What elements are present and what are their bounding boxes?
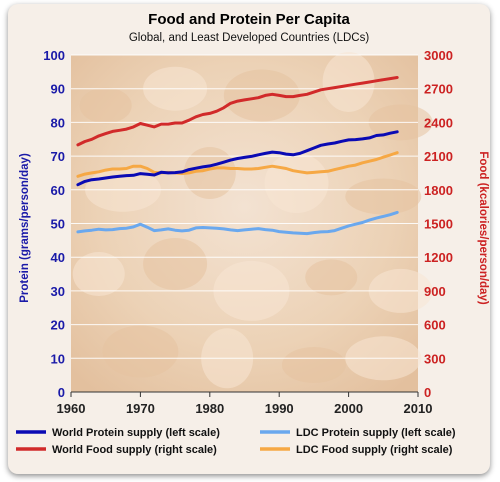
x-tick-label: 1990: [265, 401, 294, 416]
y-left-tick-label: 60: [51, 183, 65, 198]
x-tick-label: 1970: [126, 401, 155, 416]
y-left-tick-label: 30: [51, 284, 65, 299]
legend-label: World Food supply (right scale): [52, 444, 217, 456]
series-line-1: [76, 210, 399, 236]
background-blob: [281, 347, 346, 384]
background-blob: [264, 153, 329, 214]
x-tick-label: 1980: [195, 401, 224, 416]
y-axis-right-label: Food (kcalories/person/day): [477, 151, 489, 305]
y-left-tick-label: 70: [51, 149, 65, 164]
y-axis-left-label: Protein (grams/person/day): [19, 153, 31, 303]
y-right-tick-label: 1800: [424, 183, 453, 198]
y-left-tick-label: 10: [51, 351, 65, 366]
y-right-tick-label: 0: [424, 385, 431, 400]
chart-subtitle: Global, and Least Developed Countries (L…: [129, 32, 370, 44]
y-left-tick-label: 0: [58, 385, 65, 400]
background-blob: [322, 51, 375, 112]
background-texture: [72, 51, 433, 389]
background-blob: [305, 259, 358, 296]
series-line-0: [76, 130, 399, 187]
y-right-tick-label: 600: [424, 318, 446, 333]
y-right-tick-label: 3000: [424, 48, 453, 63]
legend-label: World Protein supply (left scale): [52, 427, 220, 439]
y-left-tick-label: 40: [51, 250, 65, 265]
y-left-tick-label: 80: [51, 115, 65, 130]
legend-label: LDC Food supply (right scale): [296, 444, 453, 456]
x-tick-label: 2010: [404, 401, 433, 416]
series-line-2: [76, 76, 399, 147]
chart-canvas: 0 10 20 30 40 50 60 70 80 90 100 0 300 600 900 1200 1500…: [16, 11, 489, 456]
background-blob: [345, 178, 422, 215]
y-left-tick-label: 20: [51, 318, 65, 333]
x-tick-label: 1960: [57, 401, 86, 416]
background-blob: [102, 325, 179, 378]
y-left-tick-label: 100: [43, 48, 65, 63]
y-right-tick-label: 1200: [424, 250, 453, 265]
y-right-tick-label: 1500: [424, 217, 453, 232]
x-tick-label: 2000: [334, 401, 363, 416]
y-right-tick-label: 2400: [424, 115, 453, 130]
chart-title: Food and Protein Per Capita: [148, 11, 350, 28]
legend-label: LDC Protein supply (left scale): [296, 427, 456, 439]
background-blob: [143, 237, 208, 290]
axes: 0 10 20 30 40 50 60 70 80 90 100 0 300 600 900 1200 1500…: [43, 48, 453, 416]
y-left-tick-label: 90: [51, 82, 65, 97]
y-left-tick-label: 50: [51, 217, 65, 232]
series-lines: [76, 76, 399, 236]
y-right-tick-label: 2700: [424, 82, 453, 97]
series-line-3: [76, 151, 399, 178]
y-right-tick-label: 900: [424, 284, 446, 299]
y-right-tick-label: 300: [424, 351, 446, 366]
background-blob: [79, 87, 132, 124]
chart-card: 0 10 20 30 40 50 60 70 80 90 100 0 300 600 900 1200 1500…: [8, 4, 490, 474]
background-blob: [183, 146, 236, 199]
y-right-tick-label: 2100: [424, 149, 453, 164]
legend: World Protein supply (left scale) LDC Pro…: [16, 427, 456, 456]
background-blob: [72, 252, 125, 297]
